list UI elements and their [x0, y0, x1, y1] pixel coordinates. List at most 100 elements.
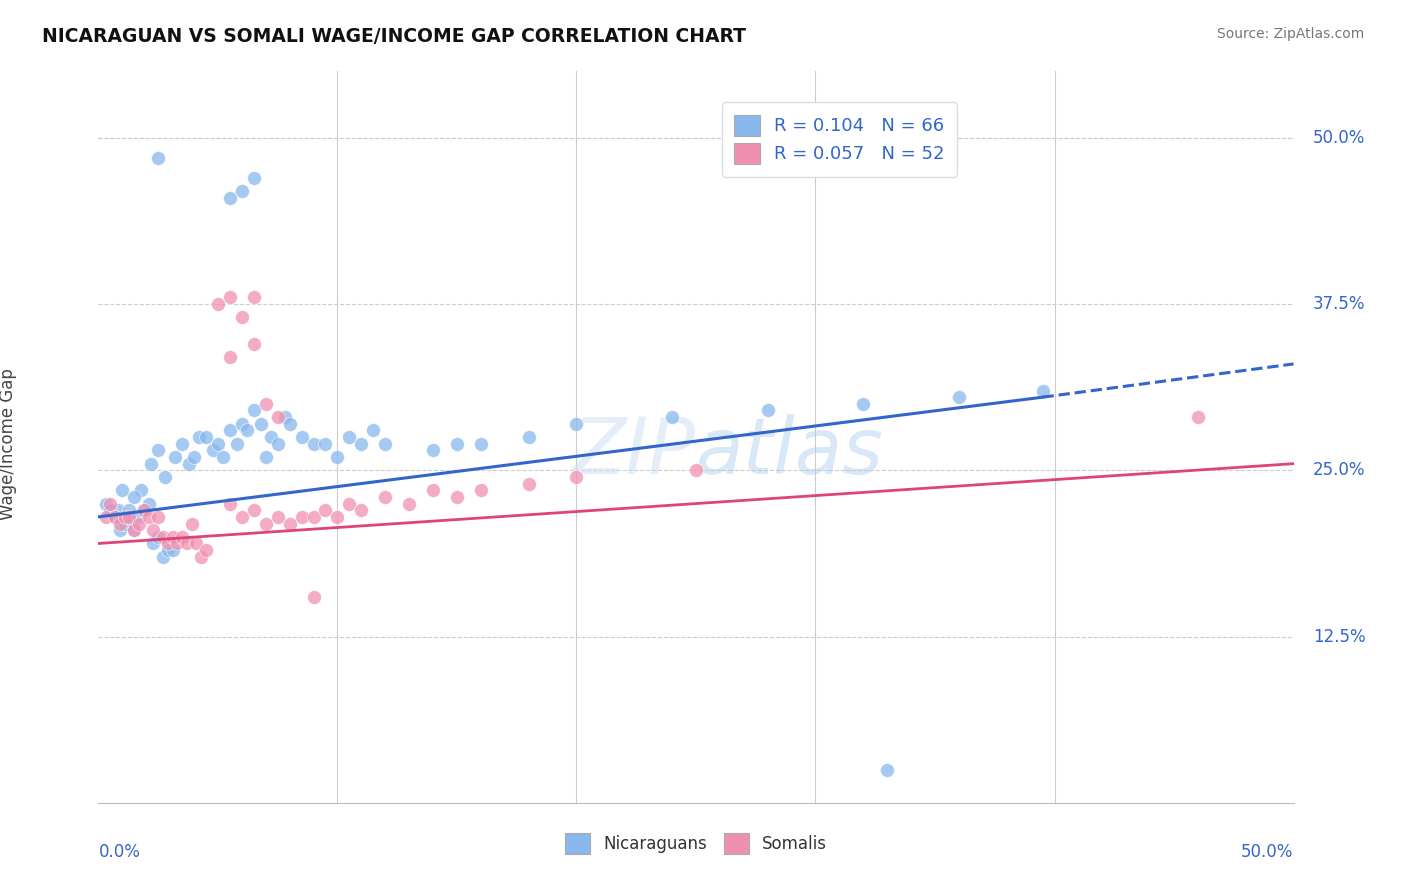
Point — [685, 463, 707, 477]
Point — [315, 503, 337, 517]
Point — [94, 509, 117, 524]
Point — [278, 516, 301, 531]
Point — [142, 523, 165, 537]
Point — [243, 503, 266, 517]
Point — [138, 497, 160, 511]
Point — [124, 523, 146, 537]
Point — [422, 443, 444, 458]
Point — [517, 476, 540, 491]
Point — [166, 536, 188, 550]
Point — [219, 351, 242, 365]
Point — [131, 483, 153, 498]
Point — [98, 497, 122, 511]
Point — [291, 430, 314, 444]
Point — [876, 763, 898, 777]
Point — [948, 390, 970, 404]
Point — [339, 497, 361, 511]
Point — [326, 450, 349, 464]
Point — [132, 503, 155, 517]
Point — [243, 290, 266, 304]
Text: 37.5%: 37.5% — [1313, 295, 1365, 313]
Point — [446, 490, 468, 504]
Point — [852, 397, 875, 411]
Point — [250, 417, 273, 431]
Legend: Nicaraguans, Somalis: Nicaraguans, Somalis — [558, 827, 834, 860]
Text: 0.0%: 0.0% — [98, 843, 141, 861]
Text: 50.0%: 50.0% — [1241, 843, 1294, 861]
Point — [148, 530, 170, 544]
Point — [315, 436, 337, 450]
Point — [446, 436, 468, 450]
Point — [115, 509, 138, 524]
Point — [565, 470, 588, 484]
Text: NICARAGUAN VS SOMALI WAGE/INCOME GAP CORRELATION CHART: NICARAGUAN VS SOMALI WAGE/INCOME GAP COR… — [42, 27, 747, 45]
Point — [104, 509, 127, 524]
Point — [235, 424, 257, 438]
Point — [1187, 410, 1209, 425]
Point — [183, 450, 205, 464]
Point — [211, 450, 233, 464]
Point — [142, 536, 165, 550]
Point — [94, 497, 117, 511]
Point — [128, 516, 150, 531]
Point — [162, 543, 184, 558]
Point — [517, 430, 540, 444]
Point — [267, 436, 290, 450]
Point — [148, 509, 170, 524]
Point — [107, 503, 129, 517]
Point — [350, 503, 373, 517]
Point — [226, 436, 249, 450]
Point — [179, 457, 201, 471]
Point — [128, 509, 150, 524]
Point — [756, 403, 779, 417]
Text: ZIP: ZIP — [574, 414, 696, 490]
Point — [202, 443, 225, 458]
Point — [231, 417, 253, 431]
Text: 25.0%: 25.0% — [1313, 461, 1365, 479]
Point — [156, 536, 179, 550]
Point — [108, 523, 131, 537]
Point — [108, 516, 131, 531]
Point — [124, 490, 146, 504]
Point — [190, 549, 212, 564]
Point — [163, 450, 186, 464]
Point — [302, 436, 325, 450]
Point — [176, 536, 198, 550]
Point — [422, 483, 444, 498]
Point — [207, 436, 229, 450]
Point — [195, 430, 218, 444]
Point — [172, 530, 194, 544]
Point — [104, 509, 127, 524]
Point — [219, 290, 242, 304]
Point — [326, 509, 349, 524]
Point — [98, 503, 122, 517]
Point — [207, 297, 229, 311]
Point — [259, 430, 281, 444]
Point — [231, 310, 253, 325]
Point — [291, 509, 314, 524]
Point — [243, 170, 266, 185]
Point — [187, 430, 209, 444]
Point — [139, 457, 162, 471]
Point — [267, 410, 290, 425]
Point — [243, 403, 266, 417]
Point — [374, 436, 396, 450]
Point — [243, 337, 266, 351]
Point — [254, 516, 277, 531]
Point — [470, 436, 492, 450]
Text: Wage/Income Gap: Wage/Income Gap — [0, 368, 17, 520]
Point — [114, 509, 136, 524]
Point — [180, 516, 202, 531]
Point — [565, 417, 588, 431]
Point — [1032, 384, 1054, 398]
Point — [231, 509, 253, 524]
Point — [350, 436, 373, 450]
Point — [302, 509, 325, 524]
Point — [274, 410, 297, 425]
Point — [148, 443, 170, 458]
Point — [195, 543, 218, 558]
Point — [267, 509, 290, 524]
Point — [172, 436, 194, 450]
Point — [339, 430, 361, 444]
Point — [162, 530, 184, 544]
